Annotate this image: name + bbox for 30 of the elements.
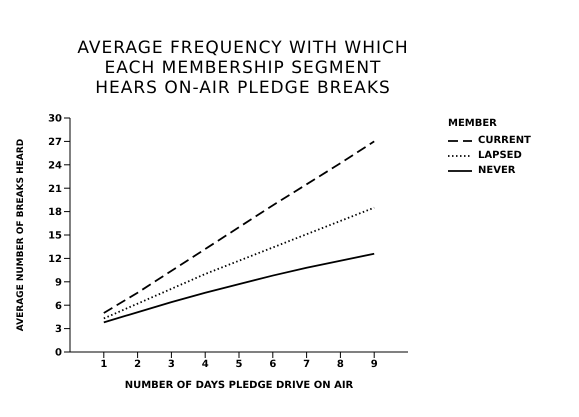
- line-series: [102, 206, 376, 320]
- y-tick-label: 27: [48, 136, 62, 148]
- legend-label: LAPSED: [478, 150, 522, 161]
- legend-label: CURRENT: [478, 135, 531, 146]
- y-tick-label: 0: [55, 348, 62, 359]
- y-tick-label: 6: [55, 300, 62, 312]
- y-tick-label: 15: [48, 230, 62, 242]
- y-tick-label: 18: [48, 207, 62, 218]
- x-tick-label: 9: [370, 359, 378, 370]
- line-series: [102, 140, 376, 314]
- y-tick-label: 9: [55, 277, 62, 288]
- legend-label: NEVER: [478, 165, 516, 176]
- line-series: [102, 252, 376, 324]
- y-tick-label: 21: [48, 184, 62, 195]
- x-tick-label: 5: [236, 359, 243, 370]
- x-tick-label: 2: [134, 359, 142, 370]
- x-tick-label: 7: [303, 359, 310, 370]
- y-tick-label: 30: [48, 114, 62, 125]
- legend-title: MEMBER: [448, 118, 498, 129]
- x-tick-label: 4: [202, 359, 209, 370]
- x-tick-label: 1: [100, 359, 108, 370]
- y-tick-label: 3: [55, 324, 62, 336]
- y-tick-label: 24: [48, 160, 62, 172]
- x-axis-title: NUMBER OF DAYS PLEDGE DRIVE ON AIR: [124, 380, 354, 391]
- x-tick-label: 3: [168, 359, 175, 370]
- chart-title: AVERAGE FREQUENCY WITH WHICH EACH MEMBERSHIP SEGMENT HEARS ON-AIR PLEDGE BREAKS: [76, 38, 410, 98]
- x-tick-label: 6: [269, 359, 276, 370]
- x-tick-label: 8: [336, 359, 344, 370]
- y-tick-label: 12: [48, 254, 62, 265]
- y-axis-title: AVERAGE NUMBER OF BREAKS HEARD: [16, 138, 26, 332]
